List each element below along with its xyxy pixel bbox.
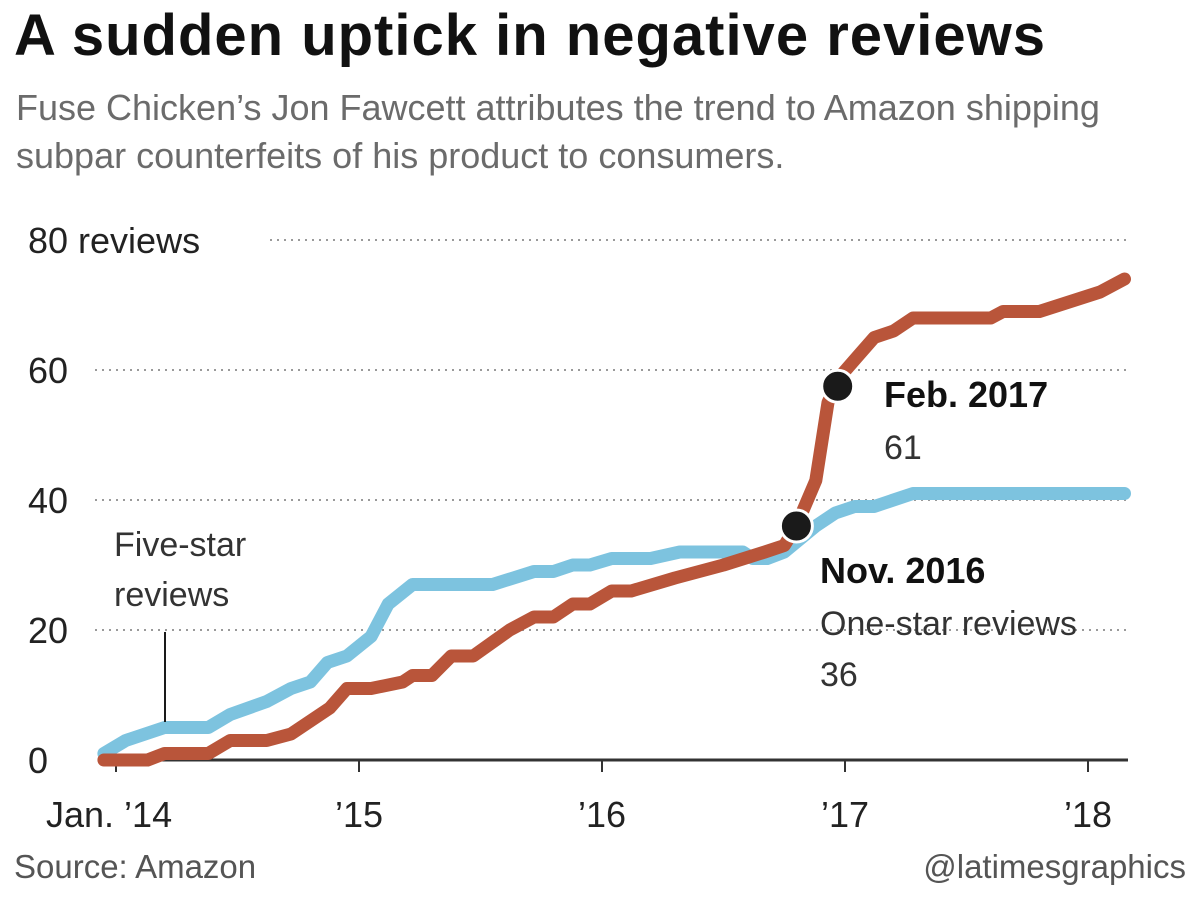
- gridlines: 80 reviews 60 40 20 0: [28, 220, 1126, 781]
- one-star-line: [97, 272, 1131, 767]
- x-tick-label-4: ’18: [1064, 794, 1112, 835]
- y-tick-label-80: 80 reviews: [28, 220, 200, 261]
- y-tick-label-40: 40: [28, 480, 68, 521]
- series-lines: [97, 272, 1131, 767]
- nov2016-marker: [778, 508, 814, 544]
- chart-title: A sudden uptick in negative reviews: [14, 3, 1047, 68]
- nov-2016-series-label: One-star reviews: [820, 605, 1077, 643]
- feb2017-marker: [820, 368, 856, 404]
- y-tick-label-0: 0: [28, 740, 48, 781]
- nov-2016-value-label: 36: [820, 656, 858, 694]
- chart-subtitle: Fuse Chicken’s Jon Fawcett attributes th…: [16, 87, 1100, 176]
- credit-note: @latimesgraphics: [923, 848, 1186, 885]
- source-note: Source: Amazon: [14, 848, 257, 885]
- feb-2017-value-label: 61: [884, 429, 922, 467]
- x-tick-label-1: ’15: [335, 794, 383, 835]
- y-tick-label-20: 20: [28, 610, 68, 651]
- x-axis: Jan. ’14 ’15 ’16 ’17 ’18: [46, 758, 1128, 835]
- x-tick-label-2: ’16: [578, 794, 626, 835]
- x-tick-label-0: Jan. ’14: [46, 794, 172, 835]
- annotations: Five-star reviews Feb. 2017 61 Nov. 2016…: [114, 374, 1077, 722]
- nov-2016-date-label: Nov. 2016: [820, 550, 985, 591]
- annotation-markers: [778, 368, 856, 544]
- five-star-label-line2: reviews: [114, 576, 229, 614]
- five-star-line: [97, 487, 1131, 760]
- five-star-label-line1: Five-star: [114, 526, 246, 564]
- y-tick-label-60: 60: [28, 350, 68, 391]
- feb-2017-date-label: Feb. 2017: [884, 374, 1048, 415]
- x-tick-label-3: ’17: [821, 794, 869, 835]
